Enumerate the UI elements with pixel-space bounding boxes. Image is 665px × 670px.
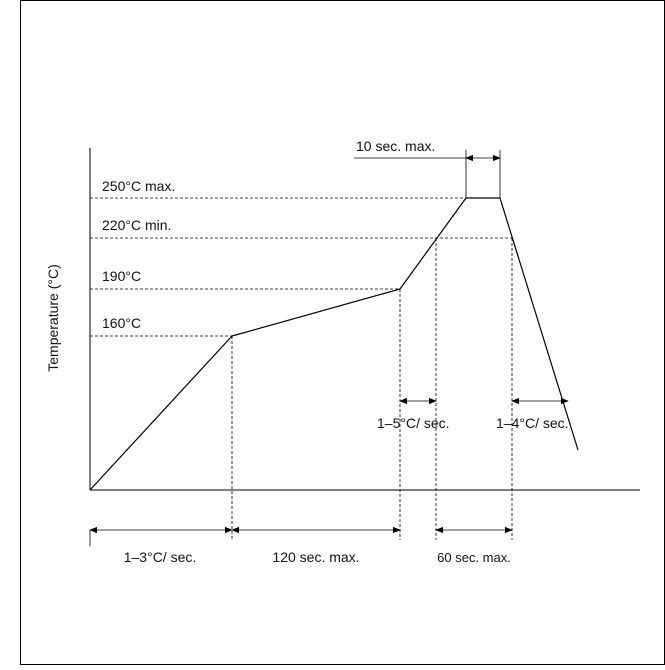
cool-rate-label: 1–4°C/ sec. <box>496 415 569 431</box>
label-220: 220°C min. <box>102 217 171 233</box>
heat-rate-label: 1–5°C/ sec. <box>377 415 450 431</box>
label-190: 190°C <box>102 268 141 284</box>
temperature-profile-curve <box>89 197 579 491</box>
above-220-interval-label: 60 sec. max. <box>437 550 511 565</box>
label-250: 250°C max. <box>102 178 175 194</box>
label-160: 160°C <box>102 315 141 331</box>
y-axis-label: Temperature (°C) <box>45 264 61 372</box>
reference-lines <box>90 197 512 337</box>
preheat-interval-label: 120 sec. max. <box>272 549 359 565</box>
ramp-interval-label: 1–3°C/ sec. <box>124 549 197 565</box>
projection-lines <box>231 238 513 540</box>
peak-time-label: 10 sec. max. <box>356 138 435 154</box>
